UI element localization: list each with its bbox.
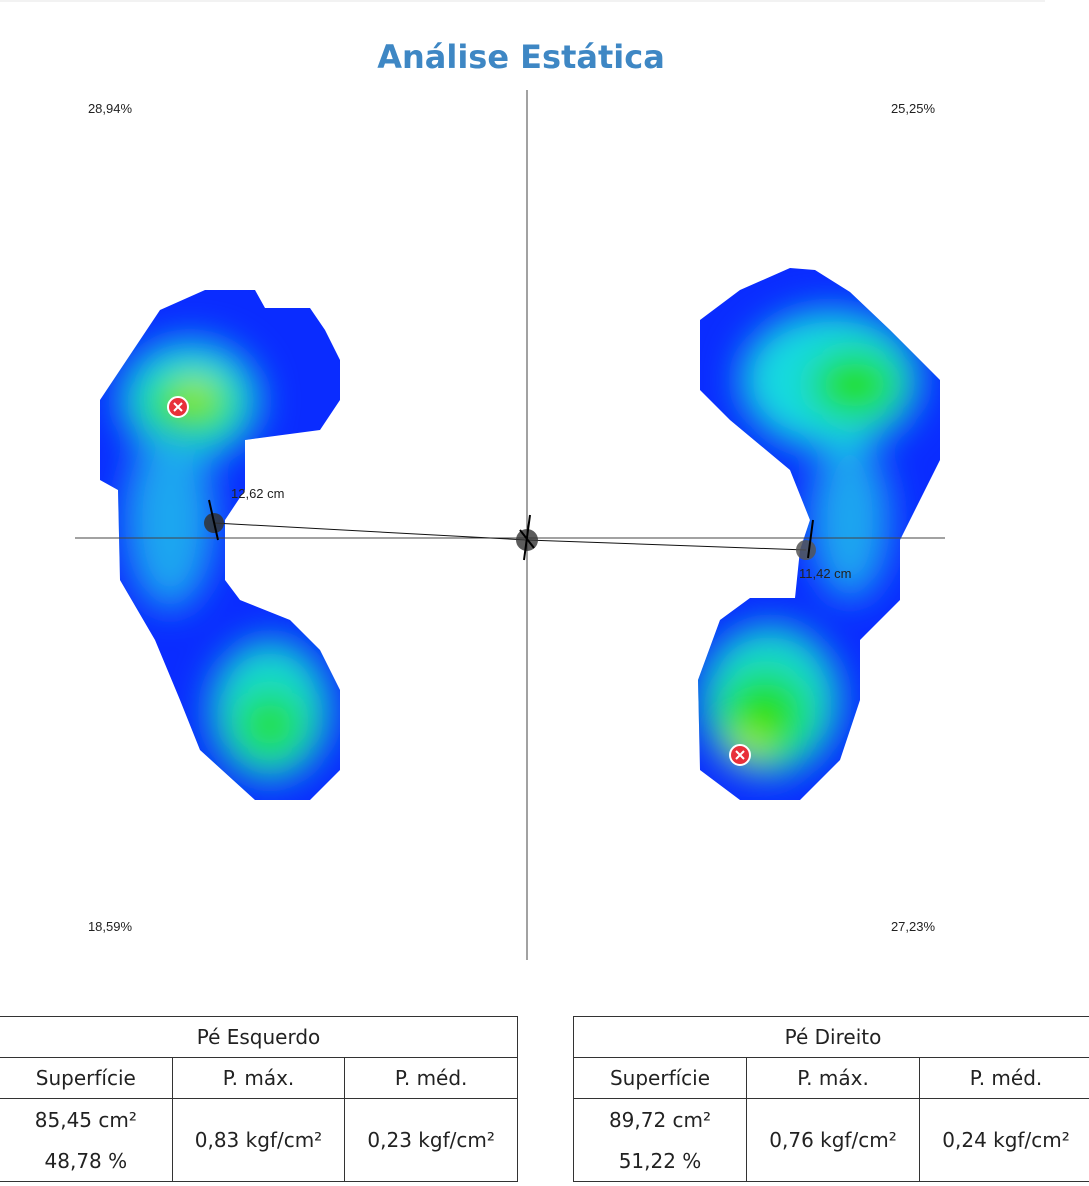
page-title: Análise Estática (377, 38, 665, 76)
left-foot-map (100, 290, 340, 800)
table-title: Pé Esquerdo (0, 1016, 518, 1058)
percent: 51,22 % (573, 1140, 747, 1182)
table-header: P. méd. (919, 1057, 1089, 1099)
right-cop (796, 540, 816, 560)
surface: 85,45 cm² (0, 1098, 173, 1140)
table-header: P. máx. (171, 1057, 346, 1099)
max-pressure: 0,76 kgf/cm² (746, 1098, 920, 1182)
right-distance-line (526, 539, 807, 551)
surface: 89,72 cm² (573, 1098, 747, 1140)
right-foot-table: Pé Direito Superfície P. máx. P. méd. 89,7… (573, 1016, 1089, 1182)
max-pressure: 0,83 kgf/cm² (171, 1098, 346, 1182)
table-header: P. méd. (344, 1057, 518, 1099)
cop-trace (208, 499, 814, 561)
right-foot-map (698, 268, 940, 800)
quadrant-percent: 27,23% (891, 919, 936, 934)
distance-label: 12,62 cm (231, 486, 284, 501)
quadrant-percent: 25,25% (891, 101, 936, 116)
analysis-figure: Análise Estática 28,94% 25,25% 18, (0, 0, 1045, 960)
left-distance-line (213, 522, 528, 541)
distance-label: 11,42 cm (799, 566, 852, 581)
table-header: Superfície (573, 1057, 747, 1099)
table-header: Superfície (0, 1057, 173, 1099)
table-header: P. máx. (746, 1057, 920, 1099)
mean-pressure: 0,23 kgf/cm² (344, 1098, 518, 1182)
right-peak-marker (729, 744, 751, 766)
mean-pressure: 0,24 kgf/cm² (919, 1098, 1089, 1182)
percent: 48,78 % (0, 1140, 173, 1182)
table-title: Pé Direito (573, 1016, 1089, 1058)
quadrant-percent: 18,59% (88, 919, 133, 934)
left-peak-marker (167, 396, 189, 418)
quadrant-percent: 28,94% (88, 101, 133, 116)
left-foot-table: Pé Esquerdo Superfície P. máx. P. méd. 85,… (0, 1016, 518, 1182)
